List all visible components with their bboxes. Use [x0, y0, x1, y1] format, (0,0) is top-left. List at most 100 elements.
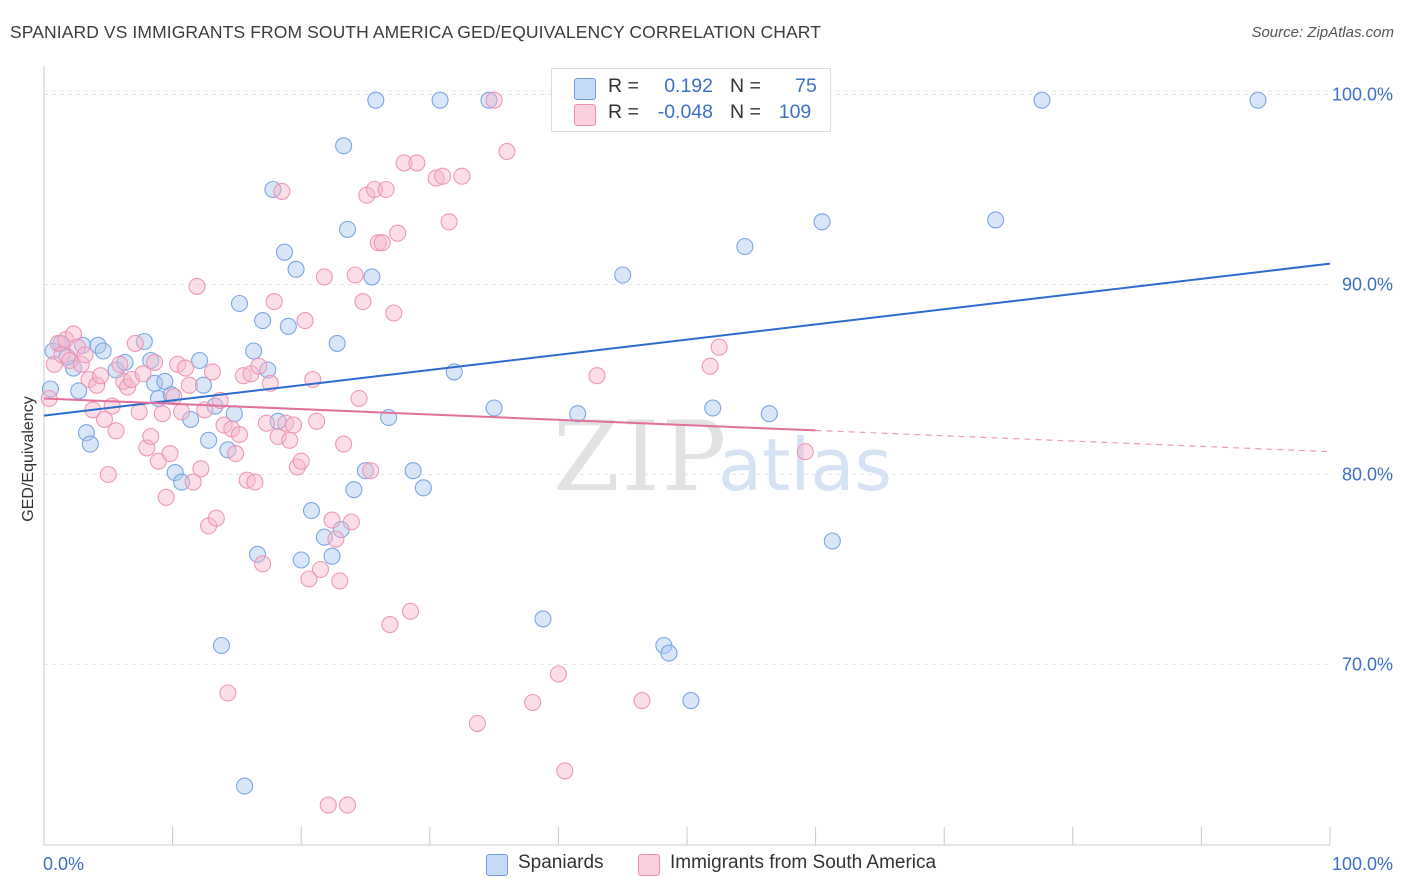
legend-n-label: N =	[730, 101, 761, 123]
point-immigrants	[88, 376, 106, 394]
point-immigrants	[180, 376, 198, 394]
watermark-atlas: atlas	[718, 423, 892, 507]
source-credit: Source: ZipAtlas.com	[1251, 24, 1394, 41]
point-immigrants	[701, 357, 719, 375]
point-immigrants	[588, 367, 606, 385]
point-spaniards	[245, 342, 263, 360]
point-immigrants	[395, 154, 413, 172]
legend-swatch-spaniards	[486, 854, 508, 876]
legend-r-value: -0.048	[657, 101, 713, 123]
legend-label-spaniards: Spaniards	[518, 852, 604, 873]
point-spaniards	[162, 386, 180, 404]
legend-label-immigrants: Immigrants from South America	[670, 852, 937, 873]
point-immigrants	[161, 445, 179, 463]
data-points	[40, 91, 1267, 814]
point-immigrants	[369, 234, 387, 252]
point-immigrants	[49, 334, 67, 352]
x-tick-label-min: 0.0%	[43, 854, 84, 874]
point-spaniards	[1249, 91, 1267, 109]
point-spaniards	[363, 268, 381, 286]
point-immigrants	[485, 91, 503, 109]
point-immigrants	[250, 357, 268, 375]
point-spaniards	[81, 435, 99, 453]
point-immigrants	[76, 346, 94, 364]
point-immigrants	[176, 359, 195, 377]
point-immigrants	[257, 414, 276, 432]
point-spaniards	[236, 777, 254, 795]
point-spaniards	[194, 376, 213, 394]
point-immigrants	[468, 714, 486, 732]
point-spaniards	[356, 462, 375, 480]
point-spaniards	[569, 405, 587, 423]
point-immigrants	[219, 684, 237, 702]
point-immigrants	[315, 268, 333, 286]
point-spaniards	[77, 424, 95, 442]
point-immigrants	[338, 796, 357, 814]
stats-legend: R = 0.192 N = 75 R = -0.048 N = 109	[551, 68, 831, 132]
point-immigrants	[130, 403, 148, 421]
point-immigrants	[300, 570, 318, 588]
point-spaniards	[736, 237, 754, 256]
point-spaniards	[367, 91, 385, 109]
point-spaniards	[614, 266, 632, 284]
legend-n-value: 109	[778, 101, 812, 123]
point-immigrants	[381, 616, 399, 634]
point-immigrants	[633, 692, 651, 710]
point-immigrants	[265, 293, 283, 311]
point-immigrants	[111, 355, 129, 373]
point-immigrants	[211, 391, 229, 409]
point-spaniards	[660, 644, 678, 662]
trend-line-spaniards	[43, 262, 1331, 417]
point-immigrants	[434, 167, 452, 185]
point-immigrants	[281, 431, 299, 449]
point-immigrants	[331, 572, 349, 590]
chart-title: SPANIARD VS IMMIGRANTS FROM SOUTH AMERIC…	[10, 22, 821, 42]
point-spaniards	[259, 361, 277, 379]
y-axis-label: GED/Equivalency	[20, 396, 37, 521]
point-immigrants	[389, 224, 407, 242]
point-spaniards	[323, 547, 341, 565]
point-immigrants	[273, 182, 291, 200]
point-immigrants	[153, 405, 171, 423]
point-spaniards	[287, 260, 305, 278]
legend-r-value: 0.192	[664, 75, 713, 97]
point-immigrants	[142, 427, 160, 446]
point-immigrants	[261, 374, 279, 392]
point-immigrants	[796, 443, 814, 461]
point-immigrants	[440, 213, 458, 231]
point-immigrants	[296, 312, 314, 330]
point-spaniards	[1033, 91, 1051, 109]
point-spaniards	[431, 91, 449, 109]
point-immigrants	[335, 435, 353, 453]
point-immigrants	[401, 602, 420, 620]
x-tick-label-max: 100.0%	[1332, 854, 1393, 874]
point-immigrants	[365, 180, 384, 199]
point-spaniards	[279, 317, 297, 335]
point-immigrants	[146, 353, 164, 371]
point-immigrants	[377, 180, 395, 199]
point-spaniards	[704, 399, 722, 417]
point-spaniards	[212, 636, 231, 655]
point-immigrants	[227, 445, 245, 463]
point-spaniards	[191, 351, 209, 370]
point-immigrants	[549, 665, 567, 683]
point-spaniards	[345, 481, 363, 499]
point-spaniards	[94, 342, 112, 360]
point-immigrants	[453, 167, 471, 185]
series-legend: Spaniards Immigrants from South America	[0, 852, 1406, 878]
point-spaniards	[335, 137, 353, 155]
point-immigrants	[169, 355, 187, 373]
point-spaniards	[485, 399, 503, 417]
trend-line-immigrants	[43, 397, 816, 432]
point-immigrants	[173, 403, 191, 421]
axes: 70.0% 80.0% 90.0% 100.0%	[43, 66, 1393, 846]
point-spaniards	[682, 692, 700, 710]
point-immigrants	[92, 367, 110, 385]
point-spaniards	[987, 211, 1005, 229]
y-tick-label: 70.0%	[1342, 655, 1393, 675]
point-immigrants	[254, 555, 272, 573]
point-spaniards	[219, 441, 237, 459]
point-immigrants	[157, 488, 175, 506]
point-spaniards	[534, 610, 552, 628]
point-immigrants	[207, 509, 225, 527]
